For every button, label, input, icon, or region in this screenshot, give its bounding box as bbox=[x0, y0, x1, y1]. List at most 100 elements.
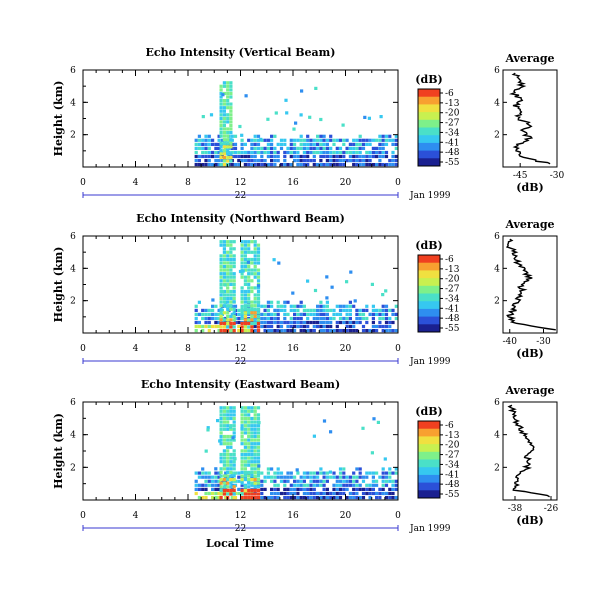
heatmap-cell bbox=[247, 272, 251, 276]
heatmap-cell bbox=[335, 475, 339, 479]
colorbar-segment bbox=[418, 270, 440, 279]
y-tick-label: 6 bbox=[70, 398, 76, 408]
profile-title: Average bbox=[504, 384, 554, 397]
heatmap-cell bbox=[329, 316, 333, 321]
heatmap-cell bbox=[211, 487, 215, 491]
heatmap-cell bbox=[214, 491, 218, 496]
heatmap-cell bbox=[219, 492, 223, 496]
heatmap-cell bbox=[256, 329, 261, 333]
heatmap-cell bbox=[247, 427, 251, 431]
heatmap-cell bbox=[342, 467, 346, 471]
heatmap-cell bbox=[217, 475, 221, 479]
heatmap-cell bbox=[226, 148, 230, 152]
heatmap-cell bbox=[237, 475, 241, 479]
heatmap-cell bbox=[256, 268, 261, 272]
heatmap-cell bbox=[211, 154, 215, 159]
heatmap-cell bbox=[240, 325, 244, 329]
heatmap-cell bbox=[302, 154, 306, 159]
heatmap-cell bbox=[365, 475, 369, 479]
heatmap-cell bbox=[250, 483, 254, 487]
heatmap-cell bbox=[256, 496, 261, 500]
heatmap-cell bbox=[335, 163, 339, 167]
heatmap-cell bbox=[253, 420, 257, 424]
heatmap-cell bbox=[232, 424, 236, 428]
heatmap-cell bbox=[219, 470, 223, 474]
heatmap-cell bbox=[219, 279, 223, 283]
heatmap-cell bbox=[226, 134, 230, 138]
heatmap-cell bbox=[286, 487, 290, 491]
heatmap-cell bbox=[294, 121, 298, 125]
heatmap-cell bbox=[299, 304, 303, 308]
heatmap-cell bbox=[230, 163, 234, 167]
heatmap-cell bbox=[368, 163, 372, 167]
heatmap-cell bbox=[329, 159, 333, 163]
heatmap-cell bbox=[226, 145, 230, 149]
heatmap-cell bbox=[250, 325, 254, 329]
heatmap-cell bbox=[300, 89, 304, 93]
heatmap-cell bbox=[243, 452, 247, 457]
heatmap-cell bbox=[256, 250, 261, 254]
heatmap-cell bbox=[247, 424, 251, 428]
heatmap-cell bbox=[250, 311, 254, 315]
heatmap-cell bbox=[319, 308, 323, 312]
heatmap-cell bbox=[335, 329, 339, 333]
heatmap-cell bbox=[270, 316, 274, 321]
month-label: Jan 1999 bbox=[409, 191, 451, 201]
heatmap-cell bbox=[342, 329, 346, 333]
x-tick-label: 4 bbox=[133, 511, 139, 521]
heatmap-cell bbox=[342, 163, 346, 167]
heatmap-cell bbox=[253, 314, 257, 318]
heatmap-cell bbox=[253, 416, 257, 421]
x-tick-label: 12 bbox=[235, 511, 246, 521]
heatmap-cell bbox=[309, 150, 313, 155]
heatmap-cell bbox=[253, 318, 257, 322]
heatmap-cell bbox=[371, 483, 375, 487]
heatmap-cell bbox=[322, 308, 326, 312]
heatmap-cell bbox=[384, 471, 389, 475]
heatmap-cell bbox=[286, 329, 290, 333]
heatmap-cell bbox=[391, 312, 395, 316]
profile-x-tick-label: -38 bbox=[508, 504, 523, 514]
heatmap-cell bbox=[240, 456, 244, 460]
heatmap-cell bbox=[289, 324, 293, 329]
heatmap-cell bbox=[229, 481, 233, 485]
heatmap-cell bbox=[243, 275, 247, 279]
heatmap-cell bbox=[273, 475, 277, 479]
heatmap-cell bbox=[358, 475, 362, 479]
heatmap-cell bbox=[283, 159, 287, 163]
heatmap-cell bbox=[299, 487, 303, 491]
heatmap-cell bbox=[240, 257, 244, 262]
heatmap-cell bbox=[240, 431, 244, 435]
heatmap-cell bbox=[219, 420, 223, 424]
profile-y-tick-label: 6 bbox=[494, 398, 500, 408]
heatmap-cell bbox=[358, 467, 362, 471]
heatmap-cell bbox=[342, 479, 346, 483]
heatmap-cell bbox=[240, 272, 244, 276]
heatmap-cell bbox=[226, 127, 230, 131]
heatmap-cell bbox=[237, 471, 241, 475]
heatmap-cell bbox=[325, 275, 329, 279]
heatmap-cell bbox=[207, 483, 211, 487]
heatmap-cell bbox=[296, 150, 300, 155]
heatmap-cell bbox=[226, 424, 230, 428]
heatmap-cell bbox=[253, 261, 257, 265]
heatmap-cell bbox=[302, 487, 306, 491]
heatmap-cell bbox=[266, 154, 270, 159]
heatmap-cell bbox=[352, 304, 356, 308]
heatmap-cell bbox=[229, 314, 233, 318]
heatmap-cell bbox=[232, 492, 236, 496]
heatmap-cell bbox=[247, 488, 251, 492]
heatmap-cell bbox=[375, 329, 379, 333]
heatmap-cell bbox=[247, 438, 251, 442]
heatmap-cell bbox=[263, 138, 267, 142]
heatmap-cell bbox=[394, 154, 398, 159]
heatmap-cell bbox=[232, 293, 236, 297]
heatmap-cell bbox=[274, 111, 278, 115]
heatmap-cell bbox=[250, 467, 254, 471]
heatmap-cell bbox=[226, 138, 230, 142]
heatmap-cell bbox=[226, 282, 230, 286]
heatmap-cell bbox=[217, 150, 221, 155]
heatmap-cell bbox=[222, 272, 226, 276]
heatmap-cell bbox=[197, 146, 201, 150]
heatmap-cell bbox=[214, 496, 218, 500]
